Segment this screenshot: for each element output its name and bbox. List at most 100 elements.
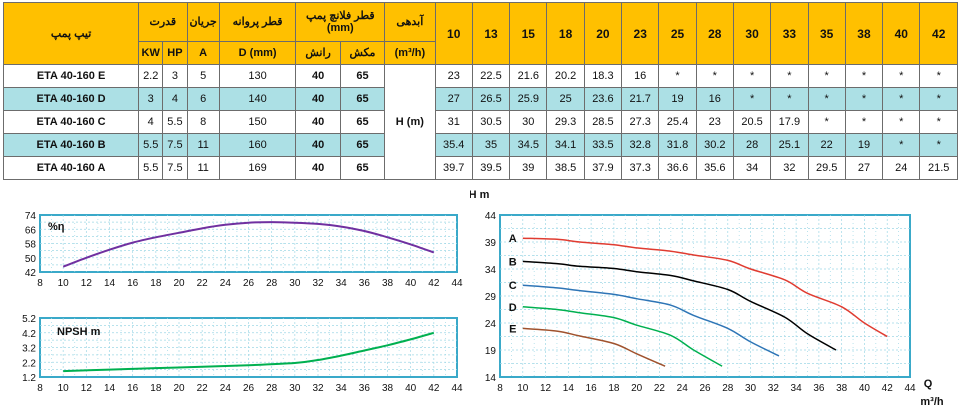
suction-cell: 65 (339, 110, 386, 134)
head-cell: 30.5 (471, 110, 511, 134)
efficiency-label: %η (48, 221, 65, 233)
model-cell: ETA 40-160 D (2, 87, 140, 111)
x-tick-label: 32 (312, 383, 324, 394)
head-cell: 34 (732, 156, 772, 180)
x-tick-label: 8 (497, 383, 503, 394)
hp-cell: 4 (162, 87, 188, 111)
head-cell: * (882, 87, 921, 111)
y-tick-label: 2.2 (22, 358, 36, 369)
x-tick-label: 40 (859, 383, 871, 394)
table-row: ETA 40-160 C 4 5.5 8 150 40 65 31 30.5 30 29.3 28.5… (2, 110, 958, 134)
x-tick-label: 30 (289, 383, 301, 394)
head-cell: * (882, 110, 921, 134)
discharge-cell: 40 (295, 87, 341, 111)
head-cell: * (844, 64, 884, 88)
header-flow-unit: (m³/h) (384, 41, 436, 65)
head-cell: * (882, 133, 921, 157)
kw-cell: 5.5 (138, 133, 164, 157)
flow-header: 42 (919, 2, 958, 65)
header-flange: قطر فلانچ پمپ (mm) (295, 2, 386, 42)
header-pump-type: تیپ پمپ (2, 2, 140, 65)
head-cell: 37.3 (621, 156, 660, 180)
head-cell: 35.4 (434, 133, 473, 157)
series-line (522, 237, 888, 338)
head-cell: * (695, 64, 734, 88)
head-cell: 32.8 (621, 133, 660, 157)
head-cell: 22.5 (471, 64, 511, 88)
flow-header: 10 (434, 2, 473, 65)
x-tick-label: 34 (791, 383, 803, 394)
x-tick-label: 18 (150, 383, 162, 394)
x-tick-label: 38 (836, 383, 848, 394)
head-cell: 23.6 (583, 87, 623, 111)
head-cell: * (770, 64, 809, 88)
header-discharge: رانش (295, 41, 341, 65)
table-row: ETA 40-160 D 3 4 6 140 40 65 27 26.5 25.9 25 23.6 21… (2, 87, 958, 111)
head-cell: 16 (621, 64, 660, 88)
x-tick-label: 8 (37, 278, 43, 289)
flow-header: 20 (583, 2, 623, 65)
x-tick-label: 38 (382, 278, 394, 289)
series-label: D (509, 302, 517, 314)
kw-cell: 4 (138, 110, 164, 134)
flow-header: 23 (621, 2, 660, 65)
head-unit-cell: H (m) (384, 64, 436, 180)
head-cell: 29.5 (807, 156, 846, 180)
x-tick-label: 44 (451, 383, 463, 394)
series-label: B (509, 256, 517, 268)
head-cell: 39 (509, 156, 548, 180)
head-cell: * (807, 64, 846, 88)
x-tick-label: 10 (517, 383, 529, 394)
header-flow: آبدهی (384, 2, 436, 42)
head-cell: 34.1 (546, 133, 585, 157)
x-tick-label: 42 (882, 383, 894, 394)
flow-header: 28 (695, 2, 734, 65)
header-hp: HP (162, 41, 188, 65)
head-cell: 36.6 (658, 156, 697, 180)
current-cell: 5 (186, 64, 220, 88)
x-tick-label: 12 (81, 278, 93, 289)
table-row: ETA 40-160 B 5.5 7.5 11 160 40 65 35.4 35 34.5 34.… (2, 133, 958, 157)
y-tick-label: 3.2 (22, 344, 36, 355)
flow-header: 25 (658, 2, 697, 65)
y-tick-label: 14 (485, 373, 497, 384)
x-tick-label: 26 (243, 278, 255, 289)
x-tick-label: 24 (220, 278, 232, 289)
model-cell: ETA 40-160 A (2, 156, 140, 180)
impeller-cell: 160 (218, 133, 297, 157)
flow-header: 38 (844, 2, 884, 65)
head-cell: 38.5 (546, 156, 585, 180)
x-tick-label: 40 (405, 383, 417, 394)
header-dmm: D (mm) (218, 41, 297, 65)
series-line (522, 306, 723, 367)
discharge-cell: 40 (295, 133, 341, 157)
head-cell: * (807, 87, 846, 111)
head-cell: * (919, 133, 958, 157)
impeller-cell: 130 (218, 64, 297, 88)
head-cell: * (919, 110, 958, 134)
flow-axis-label: Q (924, 378, 933, 390)
y-tick-label: 66 (25, 225, 37, 236)
head-cell: 23 (434, 64, 473, 88)
head-cell: 16 (695, 87, 734, 111)
x-tick-label: 34 (336, 383, 348, 394)
x-tick-label: 12 (540, 383, 552, 394)
x-tick-label: 14 (104, 278, 116, 289)
series-line (522, 284, 780, 357)
head-cell: 27 (844, 156, 884, 180)
head-cell: 27 (434, 87, 473, 111)
head-cell: 39.5 (471, 156, 511, 180)
efficiency-chart: 8 10 12 14 16 18 20 22 24 26 28 30 32 34 36 38 40 42 44 42 5… (25, 211, 463, 289)
head-cell: * (919, 64, 958, 88)
y-tick-label: 74 (25, 211, 37, 222)
y-tick-label: 24 (485, 319, 497, 330)
x-tick-label: 44 (451, 278, 463, 289)
kw-cell: 2.2 (138, 64, 164, 88)
head-cell: 34.5 (509, 133, 548, 157)
x-tick-label: 32 (768, 383, 780, 394)
head-cell: * (844, 110, 884, 134)
x-tick-label: 18 (608, 383, 620, 394)
x-tick-label: 28 (722, 383, 734, 394)
x-tick-label: 10 (58, 383, 70, 394)
head-cell: 35.6 (695, 156, 734, 180)
